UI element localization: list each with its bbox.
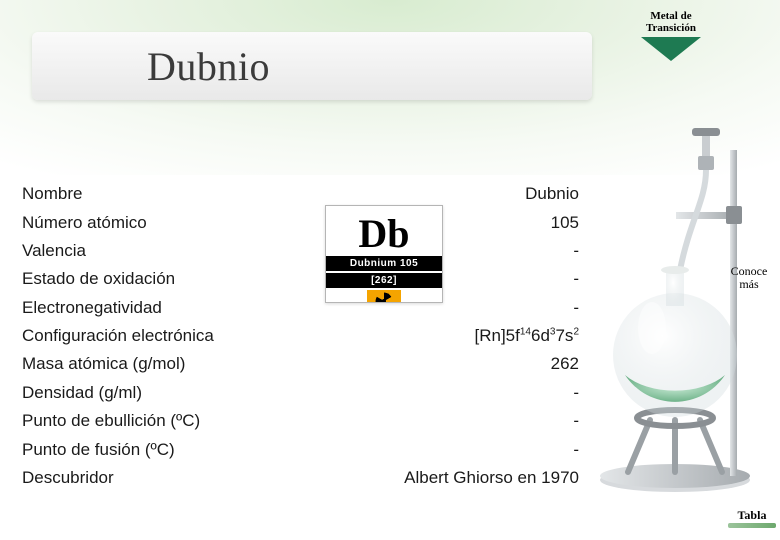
- property-value: 105: [551, 213, 579, 233]
- conoce-mas-button[interactable]: Conoce más: [722, 265, 776, 291]
- property-value: -: [573, 383, 579, 403]
- property-value: -: [573, 241, 579, 261]
- property-row: Valencia -: [18, 237, 583, 265]
- property-row: Nombre Dubnio: [18, 180, 583, 208]
- property-value: [Rn]5f146d37s2: [475, 326, 580, 346]
- property-value: -: [573, 269, 579, 289]
- element-mass-line: [262]: [326, 273, 442, 288]
- category-label-line2: Transición: [632, 22, 710, 34]
- property-row: Configuración electrónica [Rn]5f146d37s2: [18, 322, 583, 350]
- property-label: Electronegatividad: [22, 298, 162, 318]
- lab-apparatus-icon: [580, 120, 770, 500]
- element-tile: Db Dubnium 105 [262]: [325, 205, 443, 303]
- radioactive-icon: [367, 290, 401, 303]
- property-label: Masa atómica (g/mol): [22, 354, 185, 374]
- property-row: Punto de fusión (ºC) -: [18, 435, 583, 463]
- tabla-label: Tabla: [728, 509, 776, 522]
- property-label: Estado de oxidación: [22, 269, 175, 289]
- property-label: Valencia: [22, 241, 86, 261]
- page-title: Dubnio: [147, 43, 270, 90]
- chevron-down-icon: [641, 37, 701, 61]
- property-label: Descubridor: [22, 468, 114, 488]
- property-value: -: [573, 298, 579, 318]
- property-value: -: [573, 411, 579, 431]
- property-row: Descubridor Albert Ghiorso en 1970: [18, 464, 583, 492]
- property-row: Masa atómica (g/mol) 262: [18, 350, 583, 378]
- property-value: Dubnio: [525, 184, 579, 204]
- conoce-mas-line2: más: [722, 278, 776, 291]
- element-symbol: Db: [326, 206, 442, 254]
- property-row: Densidad (g/ml) -: [18, 379, 583, 407]
- property-label: Configuración electrónica: [22, 326, 214, 346]
- property-label: Número atómico: [22, 213, 147, 233]
- property-row: Estado de oxidación -: [18, 265, 583, 293]
- properties-table: NombreDubnioNúmero atómico105Valencia-Es…: [18, 180, 583, 492]
- property-value: -: [573, 440, 579, 460]
- property-value: 262: [551, 354, 579, 374]
- tabla-underline: [728, 523, 776, 528]
- property-label: Punto de ebullición (ºC): [22, 411, 200, 431]
- property-value: Albert Ghiorso en 1970: [404, 468, 579, 488]
- property-label: Punto de fusión (ºC): [22, 440, 175, 460]
- property-row: Electronegatividad -: [18, 294, 583, 322]
- property-row: Punto de ebullición (ºC) -: [18, 407, 583, 435]
- category-ribbon: Metal de Transición: [632, 10, 710, 66]
- category-label-line1: Metal de: [632, 10, 710, 22]
- property-row: Número atómico 105: [18, 208, 583, 236]
- element-name-line: Dubnium 105: [326, 256, 442, 271]
- title-bar: Dubnio: [32, 32, 592, 100]
- tabla-button[interactable]: Tabla: [728, 509, 776, 528]
- slide: Dubnio Metal de Transición NombreDubnioN…: [0, 0, 780, 540]
- property-label: Nombre: [22, 184, 82, 204]
- property-label: Densidad (g/ml): [22, 383, 142, 403]
